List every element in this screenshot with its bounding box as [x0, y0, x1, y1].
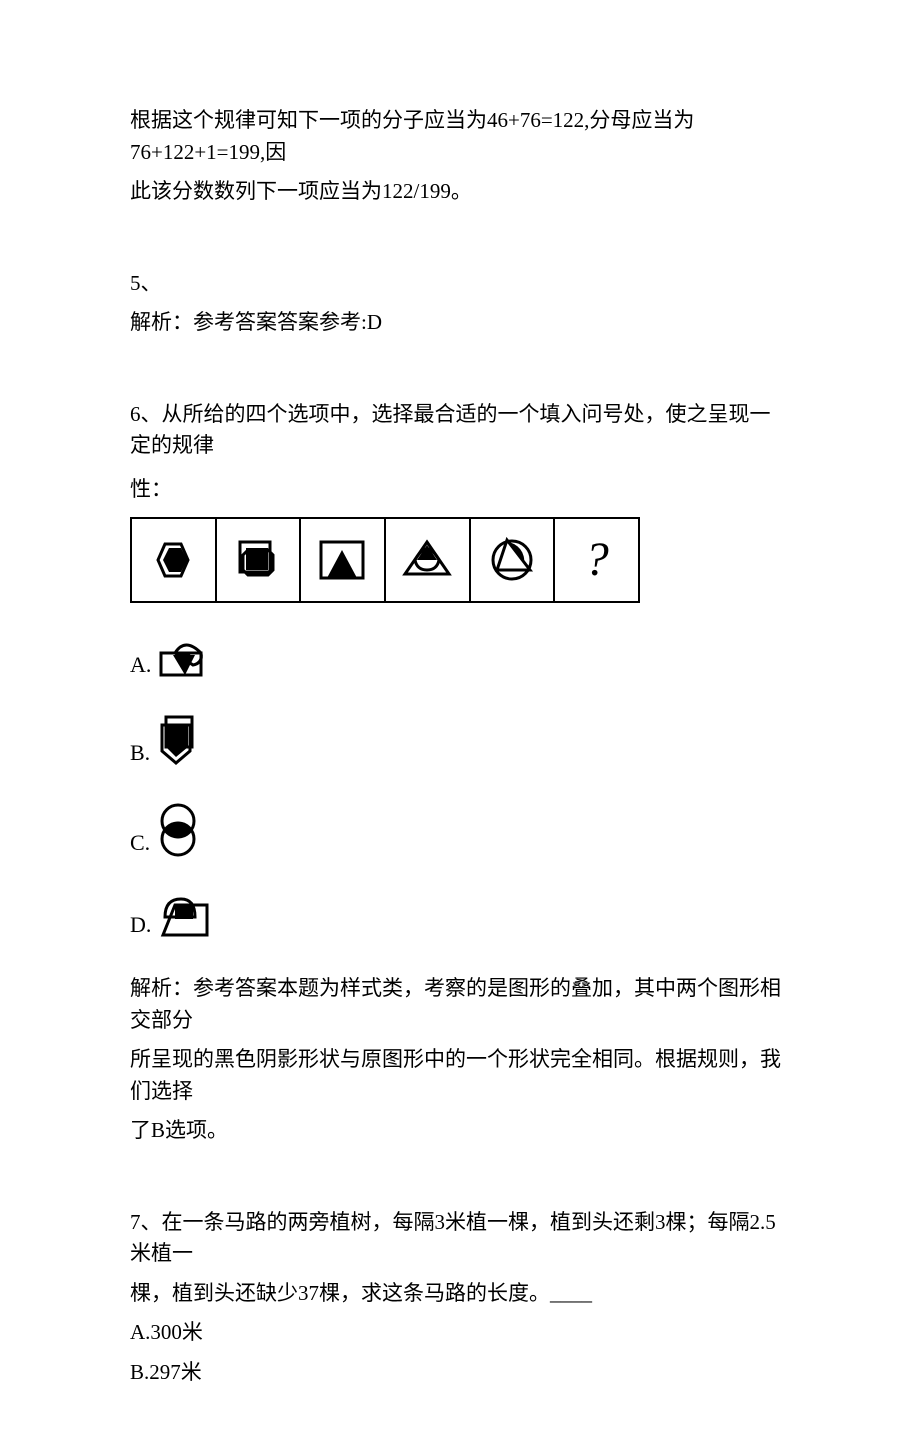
option-d-icon	[155, 891, 215, 941]
option-b-label: B.	[130, 736, 150, 769]
pattern-cell-6: ?	[555, 519, 638, 601]
option-c-icon	[154, 801, 202, 859]
pattern-cell-2	[217, 519, 302, 601]
q6-analysis-line1: 解析：参考答案本题为样式类，考察的是图形的叠加，其中两个图形相交部分	[130, 973, 790, 1036]
pattern-5-icon	[472, 520, 552, 600]
option-a-row: A.	[130, 633, 790, 681]
q7-text-line1: 7、在一条马路的两旁植树，每隔3米植一棵，植到头还剩3棵；每隔2.5米植一	[130, 1207, 790, 1270]
pattern-sequence: ?	[130, 517, 640, 603]
q7-option-a: A.300米	[130, 1317, 790, 1349]
option-b-row: B.	[130, 713, 790, 769]
pattern-cell-3	[301, 519, 386, 601]
pattern-3-icon	[303, 520, 383, 600]
q5-number: 5、	[130, 268, 790, 300]
q7-option-b: B.297米	[130, 1357, 790, 1389]
option-b-icon	[154, 713, 202, 769]
q6-analysis-line3: 了B选项。	[130, 1115, 790, 1147]
pattern-2-icon	[218, 520, 298, 600]
pattern-1-icon	[133, 520, 213, 600]
q6-analysis-line2: 所呈现的黑色阴影形状与原图形中的一个形状完全相同。根据规则，我们选择	[130, 1044, 790, 1107]
intro-line-1: 根据这个规律可知下一项的分子应当为46+76=122,分母应当为76+122+1…	[130, 105, 790, 168]
q7-text-line2: 棵，植到头还缺少37棵，求这条马路的长度。____	[130, 1278, 790, 1310]
q6-question-line1: 6、从所给的四个选项中，选择最合适的一个填入问号处，使之呈现一定的规律	[130, 399, 790, 462]
intro-line-2: 此该分数数列下一项应当为122/199。	[130, 176, 790, 208]
pattern-cell-4	[386, 519, 471, 601]
question-mark: ?	[585, 524, 609, 596]
option-d-label: D.	[130, 908, 151, 941]
option-d-row: D.	[130, 891, 790, 941]
pattern-cell-5	[471, 519, 556, 601]
pattern-cell-1	[132, 519, 217, 601]
q5-analysis: 解析：参考答案答案参考:D	[130, 307, 790, 339]
option-a-icon	[155, 633, 215, 681]
option-c-row: C.	[130, 801, 790, 859]
option-a-label: A.	[130, 648, 151, 681]
q6-question-line2: 性：	[130, 474, 790, 506]
option-c-label: C.	[130, 826, 150, 859]
pattern-4-icon	[387, 520, 467, 600]
